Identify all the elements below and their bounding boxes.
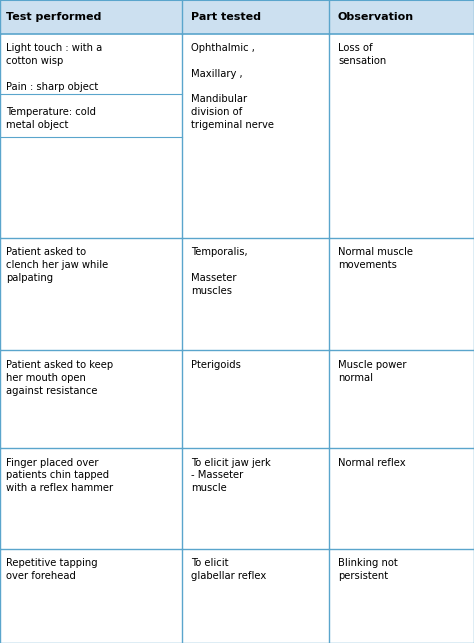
Text: Patient asked to keep
her mouth open
against resistance: Patient asked to keep her mouth open aga…: [6, 360, 113, 395]
Bar: [0, 448, 474, 548]
Text: Patient asked to
clench her jaw while
palpating: Patient asked to clench her jaw while pa…: [6, 248, 109, 283]
Text: Test performed: Test performed: [6, 12, 101, 22]
Text: Pterigoids: Pterigoids: [191, 360, 241, 370]
Bar: [0, 0, 474, 33]
Text: Light touch : with a
cotton wisp

Pain : sharp object

Temperature: cold
metal o: Light touch : with a cotton wisp Pain : …: [6, 43, 102, 130]
Text: Loss of
sensation: Loss of sensation: [338, 43, 386, 66]
Text: To elicit
glabellar reflex: To elicit glabellar reflex: [191, 558, 266, 581]
Bar: [0, 350, 474, 448]
Bar: [0, 548, 474, 643]
Text: Ophthalmic ,

Maxillary ,

Mandibular
division of
trigeminal nerve: Ophthalmic , Maxillary , Mandibular divi…: [191, 43, 274, 130]
Bar: [0, 238, 474, 350]
Text: Part tested: Part tested: [191, 12, 261, 22]
Text: Blinking not
persistent: Blinking not persistent: [338, 558, 398, 581]
Text: Temporalis,

Masseter
muscles: Temporalis, Masseter muscles: [191, 248, 247, 296]
Bar: [0, 33, 474, 238]
Text: Finger placed over
patients chin tapped
with a reflex hammer: Finger placed over patients chin tapped …: [6, 458, 113, 493]
Text: To elicit jaw jerk
- Masseter
muscle: To elicit jaw jerk - Masseter muscle: [191, 458, 271, 493]
Text: Observation: Observation: [338, 12, 414, 22]
Text: Normal reflex: Normal reflex: [338, 458, 406, 467]
Text: Muscle power
normal: Muscle power normal: [338, 360, 407, 383]
Text: Normal muscle
movements: Normal muscle movements: [338, 248, 413, 270]
Text: Repetitive tapping
over forehead: Repetitive tapping over forehead: [6, 558, 98, 581]
